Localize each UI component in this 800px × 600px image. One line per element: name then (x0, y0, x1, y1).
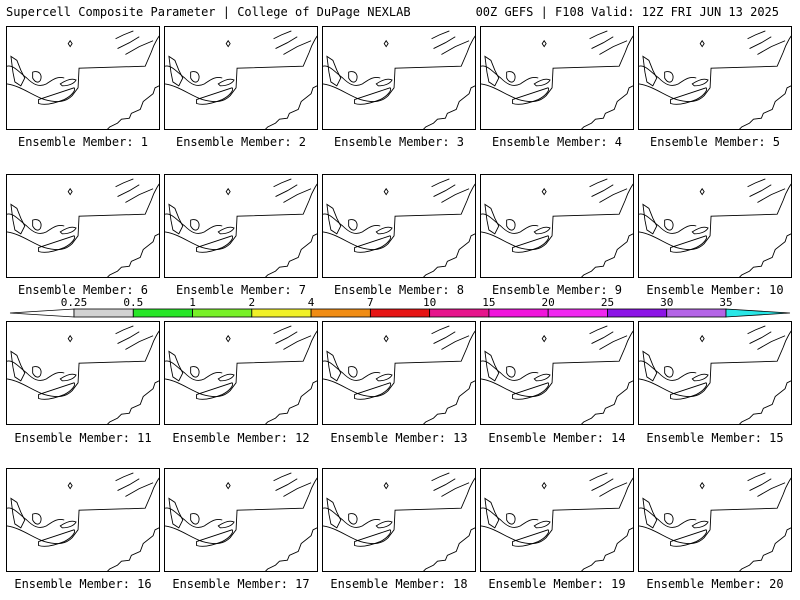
map-panel-member-14 (480, 321, 634, 425)
map-outline-member-9 (481, 178, 633, 277)
member-label-18: Ensemble Member: 18 (330, 577, 468, 591)
map-outline-member-15 (639, 325, 791, 424)
colorbar-tick-label: 20 (542, 296, 555, 309)
colorbar-tick-label: 35 (719, 296, 732, 309)
colorbar-segment-10 (666, 308, 727, 318)
colorbar-segment-8 (547, 308, 608, 318)
colorbar-tick-label: 0.5 (123, 296, 143, 309)
colorbar-segment-0 (73, 308, 134, 318)
map-panel-member-16 (6, 468, 160, 572)
colorbar-svg: 0.25 0.5 1 2 4 7 10 15 20 25 30 35 (9, 296, 791, 318)
map-outline-member-3 (323, 30, 475, 129)
map-panel-member-4 (480, 26, 634, 130)
member-label-8: Ensemble Member: 8 (333, 283, 465, 297)
map-panel-member-3 (322, 26, 476, 130)
map-panel-member-5 (638, 26, 792, 130)
colorbar: 0.25 0.5 1 2 4 7 10 15 20 25 30 35 (0, 296, 800, 322)
map-panel-member-12 (164, 321, 318, 425)
colorbar-tick-label: 2 (249, 296, 256, 309)
map-panel-member-17 (164, 468, 318, 572)
colorbar-segment-4 (310, 308, 371, 318)
map-panel-member-10 (638, 174, 792, 278)
colorbar-left-extension (9, 308, 75, 318)
colorbar-tick-label: 0.25 (61, 296, 88, 309)
member-label-19: Ensemble Member: 19 (488, 577, 626, 591)
colorbar-tick-label: 4 (308, 296, 315, 309)
map-outline-member-2 (165, 30, 317, 129)
map-panel-member-6 (6, 174, 160, 278)
map-outline-member-11 (7, 325, 159, 424)
map-outline-member-6 (7, 178, 159, 277)
map-panel-member-11 (6, 321, 160, 425)
map-outline-member-20 (639, 472, 791, 571)
header-run-valid-time: 00Z GEFS | F108 Valid: 12Z FRI JUN 13 20… (475, 5, 779, 19)
colorbar-segment-9 (607, 308, 668, 318)
map-outline-member-18 (323, 472, 475, 571)
colorbar-tick-label: 10 (423, 296, 436, 309)
member-label-5: Ensemble Member: 5 (649, 135, 781, 149)
map-panel-member-19 (480, 468, 634, 572)
colorbar-segment-5 (369, 308, 431, 318)
map-panel-member-18 (322, 468, 476, 572)
colorbar-segment-1 (132, 308, 193, 318)
member-label-11: Ensemble Member: 11 (14, 431, 152, 445)
member-label-1: Ensemble Member: 1 (17, 135, 149, 149)
member-label-12: Ensemble Member: 12 (172, 431, 310, 445)
map-outline-member-8 (323, 178, 475, 277)
map-outline-member-19 (481, 472, 633, 571)
map-outline-member-14 (481, 325, 633, 424)
member-label-17: Ensemble Member: 17 (172, 577, 310, 591)
member-label-16: Ensemble Member: 16 (14, 577, 152, 591)
member-label-4: Ensemble Member: 4 (491, 135, 623, 149)
colorbar-tick-label: 15 (482, 296, 495, 309)
map-panel-member-15 (638, 321, 792, 425)
map-panel-member-20 (638, 468, 792, 572)
map-outline-member-5 (639, 30, 791, 129)
member-label-10: Ensemble Member: 10 (646, 283, 784, 297)
colorbar-tick-label: 7 (367, 296, 374, 309)
map-outline-member-10 (639, 178, 791, 277)
colorbar-segment-6 (429, 308, 490, 318)
map-outline-member-17 (165, 472, 317, 571)
member-label-13: Ensemble Member: 13 (330, 431, 468, 445)
map-outline-member-16 (7, 472, 159, 571)
map-panel-member-1 (6, 26, 160, 130)
map-panel-member-9 (480, 174, 634, 278)
member-label-14: Ensemble Member: 14 (488, 431, 626, 445)
map-outline-member-4 (481, 30, 633, 129)
member-label-9: Ensemble Member: 9 (491, 283, 623, 297)
colorbar-tick-label: 1 (189, 296, 196, 309)
colorbar-segment-3 (251, 308, 312, 318)
colorbar-segment-7 (488, 308, 549, 318)
map-outline-member-12 (165, 325, 317, 424)
map-panel-member-2 (164, 26, 318, 130)
map-outline-member-7 (165, 178, 317, 277)
member-label-3: Ensemble Member: 3 (333, 135, 465, 149)
colorbar-tick-label: 25 (601, 296, 614, 309)
member-label-20: Ensemble Member: 20 (646, 577, 784, 591)
header-product-title: Supercell Composite Parameter | College … (6, 5, 411, 19)
map-panel-member-8 (322, 174, 476, 278)
member-label-7: Ensemble Member: 7 (175, 283, 307, 297)
member-label-6: Ensemble Member: 6 (17, 283, 149, 297)
map-outline-member-1 (7, 30, 159, 129)
member-label-15: Ensemble Member: 15 (646, 431, 784, 445)
colorbar-segment-2 (192, 308, 253, 318)
colorbar-right-extension (725, 308, 791, 318)
map-outline-member-13 (323, 325, 475, 424)
member-label-2: Ensemble Member: 2 (175, 135, 307, 149)
map-panel-member-13 (322, 321, 476, 425)
map-panel-member-7 (164, 174, 318, 278)
colorbar-tick-label: 30 (660, 296, 673, 309)
